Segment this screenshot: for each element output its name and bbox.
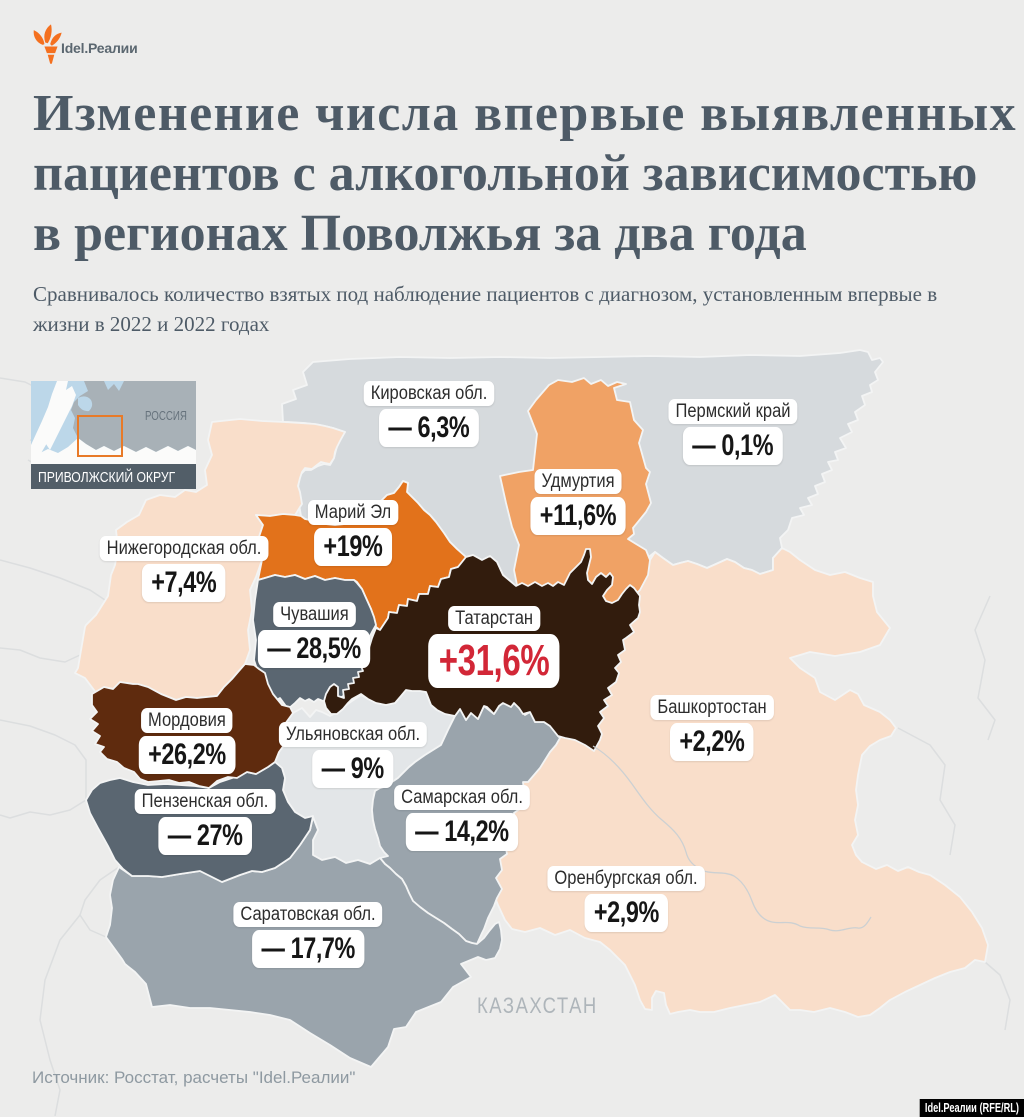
svg-text:ПРИВОЛЖСКИЙ ОКРУГ: ПРИВОЛЖСКИЙ ОКРУГ bbox=[38, 469, 175, 485]
svg-text:РОССИЯ: РОССИЯ bbox=[145, 410, 187, 423]
